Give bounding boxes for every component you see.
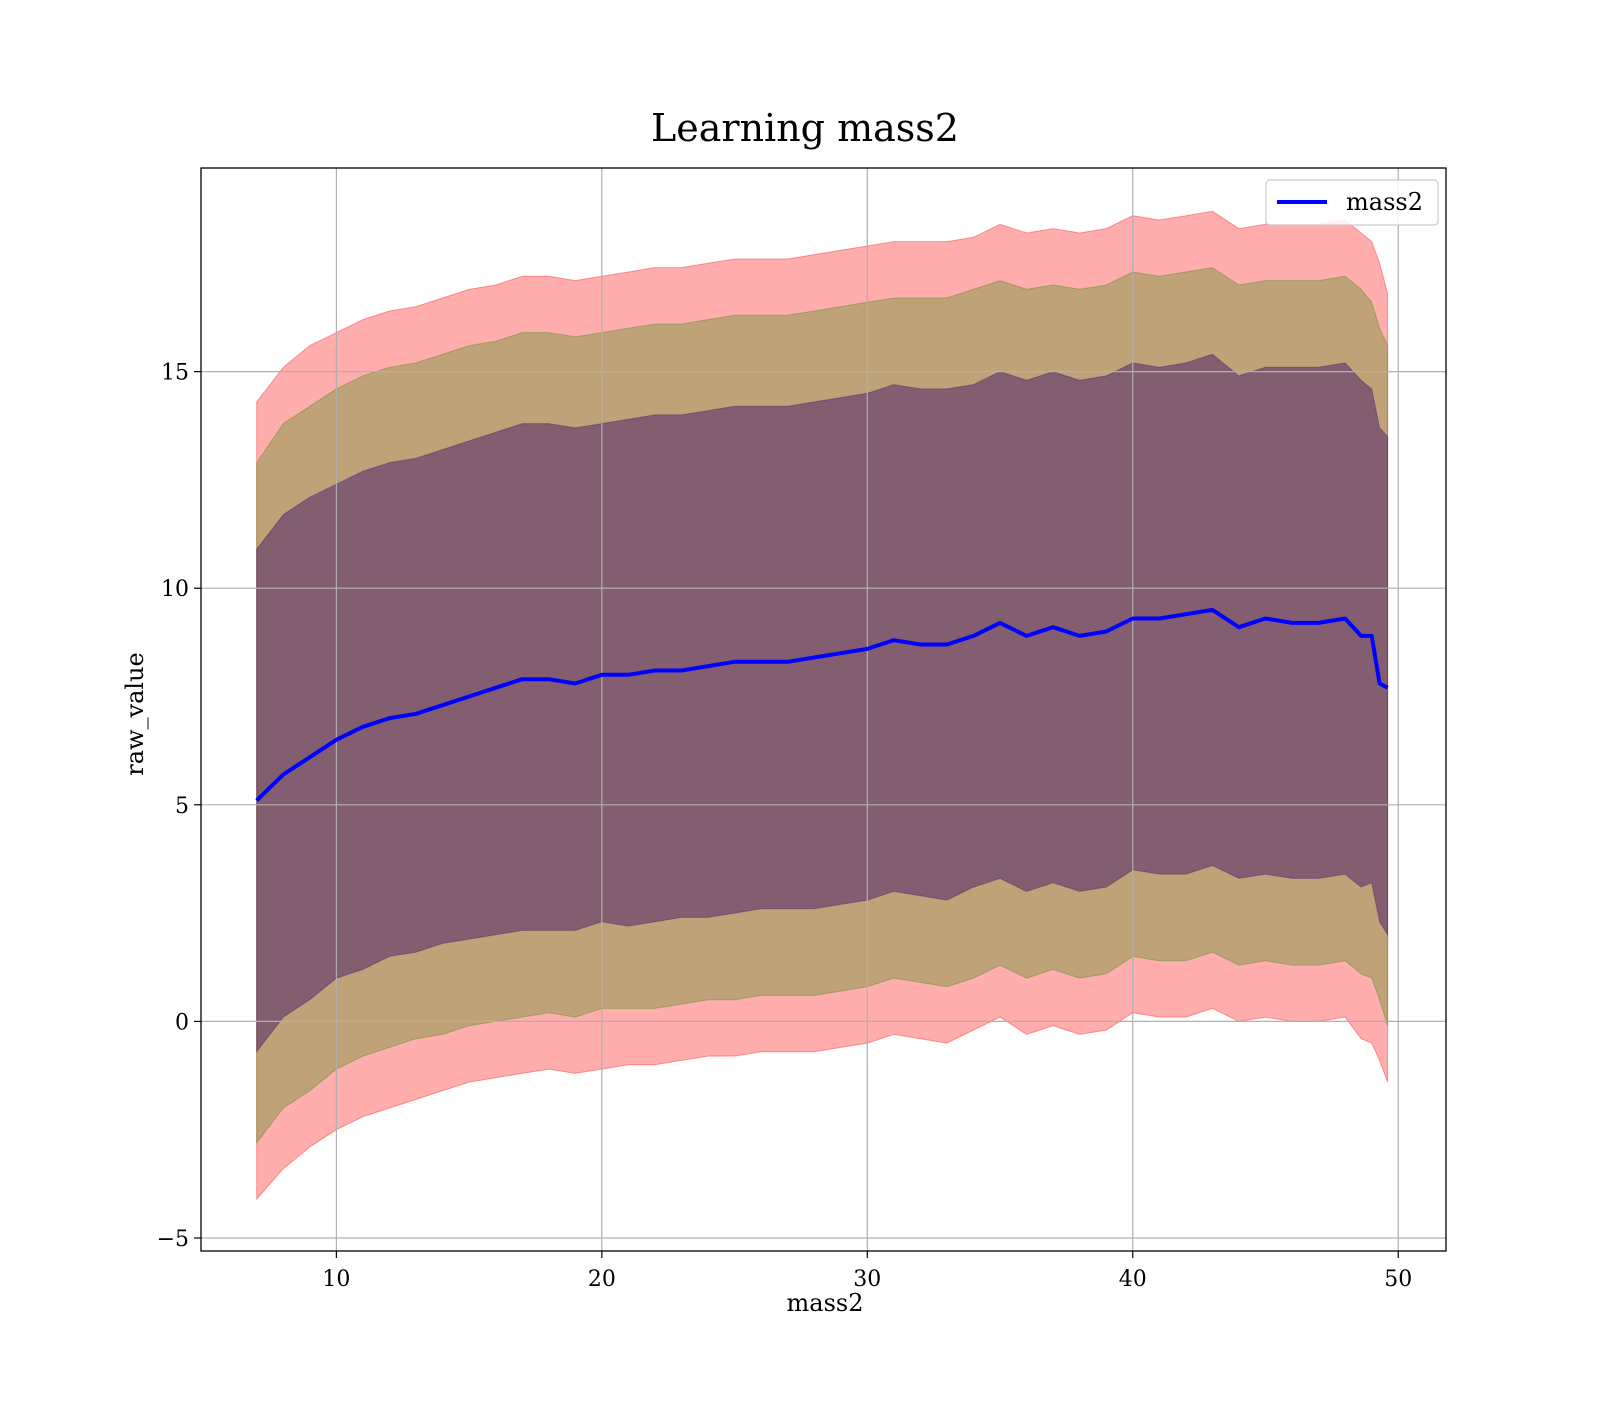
- x-axis-label: mass2: [787, 1289, 864, 1317]
- x-tick-label: 40: [1119, 1267, 1147, 1292]
- legend-entry-label: mass2: [1346, 188, 1423, 216]
- x-tick-label: 10: [322, 1267, 350, 1292]
- plot-background: [201, 168, 1446, 1251]
- series-line-mass2: [255, 607, 1389, 802]
- y-tick-label: 15: [161, 361, 189, 386]
- x-tick-label: 50: [1384, 1267, 1412, 1292]
- legend: mass2: [1265, 179, 1439, 226]
- y-tick-label: −5: [157, 1227, 189, 1252]
- plot-area: 10 20 30 40 50 −5 0 5 10 15: [157, 167, 1447, 1292]
- band-1sigma: [256, 353, 1389, 1054]
- y-axis-label: raw_value: [121, 652, 149, 776]
- band-3sigma: [256, 210, 1389, 1201]
- chart-title: Learning mass2: [651, 106, 959, 150]
- y-tick-label: 0: [175, 1010, 189, 1035]
- y-tick-label: 5: [175, 794, 189, 819]
- plot-frame: [200, 167, 1447, 1252]
- legend-frame: [1265, 179, 1439, 226]
- x-tick-label: 20: [588, 1267, 616, 1292]
- y-tick-label: 10: [161, 577, 189, 602]
- band-2sigma: [256, 267, 1389, 1145]
- x-tick-label: 30: [853, 1267, 881, 1292]
